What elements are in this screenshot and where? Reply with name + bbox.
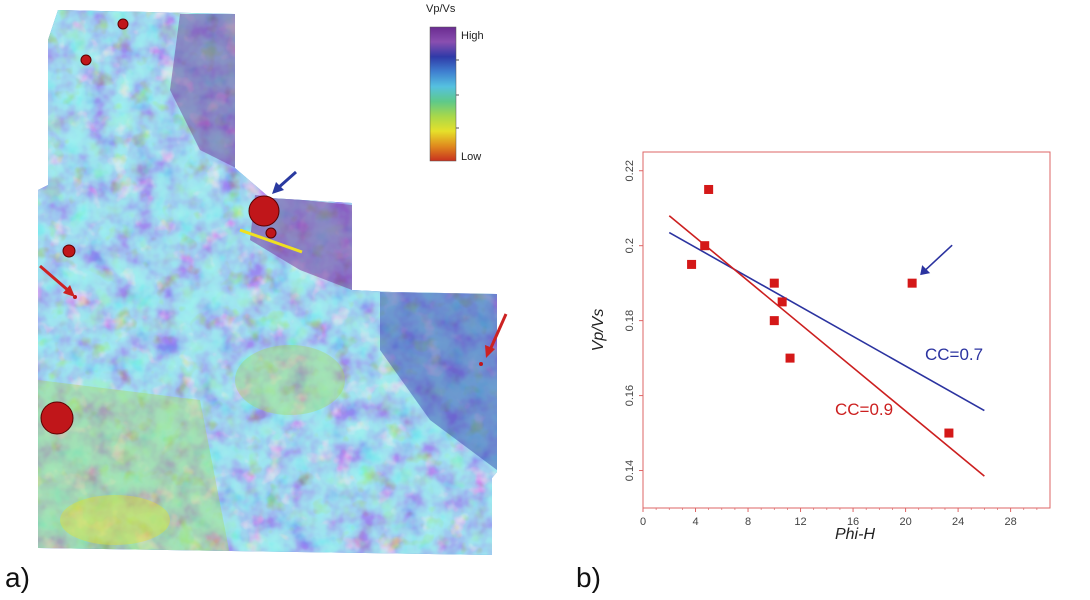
cc-label-2: CC=0.9	[835, 400, 893, 419]
x-axis-title: Phi-H	[835, 526, 875, 543]
well-marker-large[interactable]	[40, 401, 74, 435]
x-tick-label: 28	[1004, 516, 1016, 528]
map-low-spot-south	[60, 495, 170, 545]
well-marker[interactable]	[80, 54, 92, 66]
x-tick-label: 4	[692, 516, 698, 528]
panel-a-label: a)	[5, 562, 30, 593]
x-tick-label: 20	[899, 516, 911, 528]
y-tick-label: 0.22	[624, 160, 636, 181]
well-marker[interactable]	[62, 244, 76, 258]
wells	[40, 18, 483, 435]
well-marker[interactable]	[265, 227, 277, 239]
map-high-region-east	[380, 292, 497, 470]
x-axis: 0 4 8 12 16 20 24 28	[640, 508, 1038, 528]
cc-labels: CC=0.7 CC=0.9	[835, 345, 983, 419]
colorbar-title: Vp/Vs	[426, 3, 456, 15]
data-point[interactable]	[704, 184, 714, 194]
x-tick-label: 8	[745, 516, 751, 528]
data-points	[687, 184, 954, 438]
data-point[interactable]	[785, 353, 795, 363]
map-high-region-north	[170, 14, 240, 170]
map-low-spot-center	[235, 345, 345, 415]
colorbar-high-label: High	[461, 30, 484, 42]
well-marker-small[interactable]	[479, 362, 483, 366]
well-marker-large[interactable]	[248, 195, 280, 227]
plot-frame	[642, 151, 1051, 509]
colorbar-bar	[429, 26, 457, 162]
y-axis-title: Vp/Vs	[590, 309, 607, 352]
cc-label-1: CC=0.7	[925, 345, 983, 364]
outlier-arrow-icon	[920, 244, 953, 276]
well-marker[interactable]	[117, 18, 129, 30]
x-tick-label: 24	[952, 516, 964, 528]
outlier-arrow-head	[920, 265, 931, 276]
data-point[interactable]	[777, 297, 787, 307]
data-point[interactable]	[687, 259, 697, 269]
panel-b-label: b)	[576, 562, 601, 593]
fit-line-2	[668, 215, 985, 477]
data-point[interactable]	[944, 428, 954, 438]
data-point[interactable]	[769, 278, 779, 288]
outlier-arrow-shaft	[923, 244, 953, 272]
yellow-profile-line	[239, 228, 303, 254]
red-arrow-icon	[39, 264, 75, 297]
fit-lines	[668, 215, 985, 477]
panel-b-crossplot: 0.14 0.16 0.18 0.2 0.22 0 4 8 12 16 20 24 28 CC=0.7…	[576, 151, 1051, 593]
colorbar: Vp/Vs High Low	[426, 3, 484, 163]
x-tick-label: 0	[640, 516, 646, 528]
y-axis: 0.14 0.16 0.18 0.2 0.22	[624, 160, 643, 481]
x-tick-label: 16	[847, 516, 859, 528]
colorbar-low-label: Low	[461, 151, 481, 163]
y-tick-label: 0.16	[624, 385, 636, 406]
fit-line-1	[668, 231, 985, 412]
red-arrow-icon	[485, 313, 508, 358]
data-point[interactable]	[700, 241, 710, 251]
data-point[interactable]	[907, 278, 917, 288]
panel-a-map: Vp/Vs High Low a)	[5, 3, 508, 593]
x-tick-label: 12	[794, 516, 806, 528]
blue-arrow-icon	[272, 170, 297, 194]
y-tick-label: 0.18	[624, 310, 636, 331]
map-low-region-southwest	[38, 380, 230, 555]
y-tick-label: 0.2	[624, 238, 636, 253]
y-tick-label: 0.14	[624, 460, 636, 481]
data-point[interactable]	[769, 316, 779, 326]
